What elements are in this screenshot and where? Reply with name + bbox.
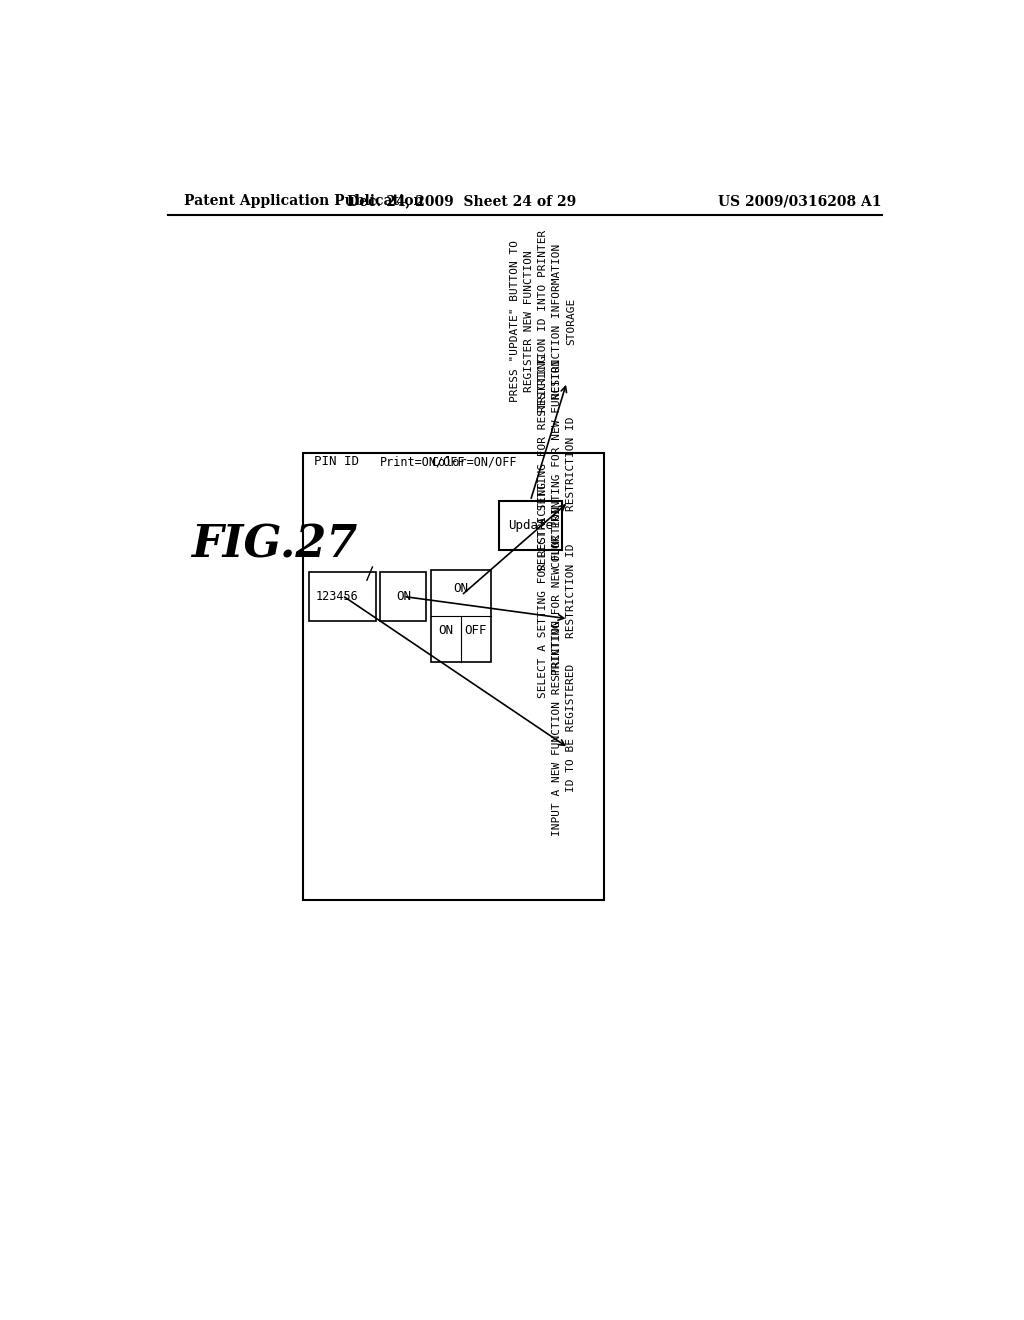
Text: 123456: 123456 — [315, 590, 358, 603]
Text: OFF: OFF — [464, 623, 486, 636]
Bar — [303, 453, 604, 900]
Text: FIG.27: FIG.27 — [191, 523, 357, 566]
Text: PIN ID: PIN ID — [314, 455, 359, 469]
Bar — [499, 500, 562, 549]
Text: Patent Application Publication: Patent Application Publication — [183, 194, 423, 209]
Text: SELECT A SETTING FOR RESTRICTING
COLOR PRINTING FOR NEW FUNCTION
RESTRICTION ID: SELECT A SETTING FOR RESTRICTING COLOR P… — [539, 355, 577, 572]
Text: Color=ON/OFF: Color=ON/OFF — [431, 455, 517, 469]
Text: US 2009/0316208 A1: US 2009/0316208 A1 — [719, 194, 882, 209]
Text: ON: ON — [438, 623, 453, 636]
Bar — [309, 572, 377, 620]
Text: PRESS "UPDATE" BUTTON TO
REGISTER NEW FUNCTION
RESTRICTION ID INTO PRINTER
RESTR: PRESS "UPDATE" BUTTON TO REGISTER NEW FU… — [510, 230, 577, 412]
Text: SELECT A SETTING FOR RESTRICTING
PRINTING FOR NEW FUNCTION
RESTRICTION ID: SELECT A SETTING FOR RESTRICTING PRINTIN… — [539, 482, 577, 698]
Text: INPUT A NEW FUNCTION RESTRICTION
ID TO BE REGISTERED: INPUT A NEW FUNCTION RESTRICTION ID TO B… — [552, 619, 577, 836]
Text: Update: Update — [508, 519, 553, 532]
Text: ON: ON — [396, 590, 411, 603]
Text: Dec. 24, 2009  Sheet 24 of 29: Dec. 24, 2009 Sheet 24 of 29 — [347, 194, 575, 209]
Text: Print=ON/OFF: Print=ON/OFF — [380, 455, 466, 469]
Bar — [380, 572, 426, 620]
Bar — [431, 570, 490, 661]
Text: ON: ON — [454, 582, 468, 595]
